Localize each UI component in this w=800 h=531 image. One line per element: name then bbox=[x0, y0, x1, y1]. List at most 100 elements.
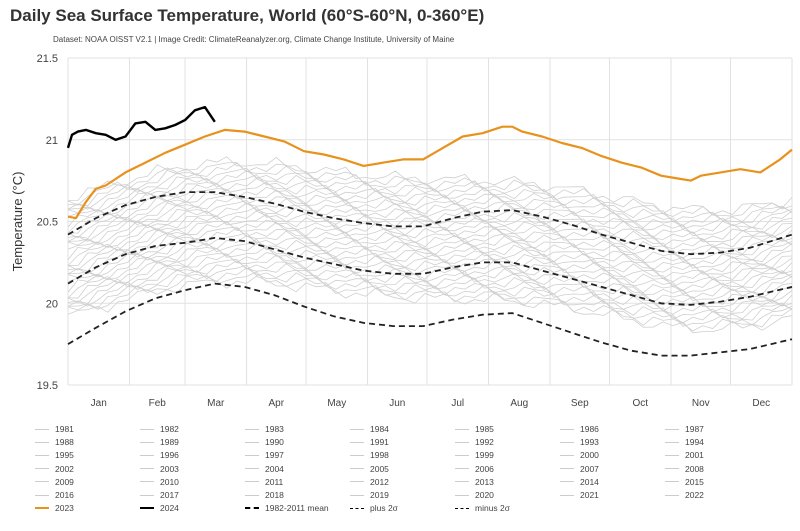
series-line-other-year bbox=[67, 186, 793, 243]
legend-item[interactable]: 1996 bbox=[140, 450, 179, 460]
legend-item[interactable]: 1985 bbox=[455, 424, 494, 434]
series-line-other-year bbox=[67, 267, 793, 327]
legend-item[interactable]: 1983 bbox=[245, 424, 284, 434]
legend-item[interactable]: 2024 bbox=[140, 503, 179, 513]
legend-item[interactable]: 2016 bbox=[35, 490, 74, 500]
legend-label: 2016 bbox=[55, 490, 74, 500]
series-line-plus-2- bbox=[67, 191, 793, 256]
legend-label: 1990 bbox=[265, 437, 284, 448]
series-line-other-year bbox=[67, 156, 793, 216]
legend-swatch bbox=[35, 494, 49, 496]
legend-item[interactable]: 2014 bbox=[560, 477, 599, 487]
legend-label: 2015 bbox=[685, 476, 704, 487]
legend-swatch bbox=[245, 441, 259, 443]
legend-item[interactable]: 2005 bbox=[350, 464, 389, 474]
legend-label: 1982 bbox=[160, 424, 179, 434]
x-tick-label: Oct bbox=[632, 398, 648, 409]
series-line-other-year bbox=[67, 213, 793, 274]
legend-item[interactable]: 1982-2011 mean bbox=[245, 503, 329, 513]
legend-item[interactable]: 1999 bbox=[455, 450, 494, 460]
legend-item[interactable]: 2022 bbox=[665, 490, 704, 500]
legend-item[interactable]: 2023 bbox=[35, 503, 74, 513]
legend-label: 1985 bbox=[475, 424, 494, 434]
legend-label: 2018 bbox=[265, 490, 284, 500]
legend-item[interactable]: 1984 bbox=[350, 424, 389, 434]
series-line-other-year bbox=[67, 243, 793, 301]
y-tick-label: 21 bbox=[46, 135, 58, 147]
legend-item[interactable]: 2019 bbox=[350, 490, 389, 500]
series-line-2023 bbox=[67, 125, 793, 220]
legend-label: 2011 bbox=[265, 476, 284, 487]
legend-item[interactable]: 2021 bbox=[560, 490, 599, 500]
legend-item[interactable]: 1981 bbox=[35, 424, 74, 434]
legend-swatch bbox=[140, 468, 154, 470]
legend-item[interactable]: 1993 bbox=[560, 437, 599, 447]
legend-item[interactable]: 1994 bbox=[665, 437, 704, 447]
legend-item[interactable]: 1982 bbox=[140, 424, 179, 434]
legend-swatch bbox=[245, 428, 259, 430]
legend-label: 2020 bbox=[475, 490, 494, 500]
legend-item[interactable]: 2020 bbox=[455, 490, 494, 500]
legend-label: 2021 bbox=[580, 490, 599, 500]
series-line-other-year bbox=[67, 178, 793, 237]
legend-item[interactable]: 1995 bbox=[35, 450, 74, 460]
legend-item[interactable]: 2001 bbox=[665, 450, 704, 460]
legend-item[interactable]: minus 2σ bbox=[455, 503, 510, 513]
legend-item[interactable]: 2017 bbox=[140, 490, 179, 500]
legend-item[interactable]: 2009 bbox=[35, 477, 74, 487]
series-line-other-year bbox=[67, 221, 793, 280]
legend-item[interactable]: 2010 bbox=[140, 477, 179, 487]
legend-item[interactable]: 1989 bbox=[140, 437, 179, 447]
legend-item[interactable]: 1997 bbox=[245, 450, 284, 460]
series-line-other-year bbox=[67, 252, 793, 308]
legend-item[interactable]: 2000 bbox=[560, 450, 599, 460]
legend-item[interactable]: 1987 bbox=[665, 424, 704, 434]
series-line-other-year bbox=[67, 275, 793, 334]
legend-item[interactable]: 2011 bbox=[245, 477, 283, 487]
x-tick-label: Jul bbox=[451, 398, 464, 409]
legend-label: 2012 bbox=[370, 476, 389, 487]
legend-item[interactable]: 2007 bbox=[560, 464, 599, 474]
legend-swatch bbox=[35, 507, 49, 510]
legend-label: 2007 bbox=[580, 463, 599, 474]
legend-label: 1996 bbox=[160, 450, 179, 461]
legend-swatch bbox=[350, 428, 364, 430]
legend-swatch bbox=[665, 428, 679, 430]
y-tick-label: 20 bbox=[46, 298, 58, 310]
legend-item[interactable]: 1991 bbox=[350, 437, 389, 447]
legend-swatch bbox=[245, 468, 259, 470]
legend-item[interactable]: 1990 bbox=[245, 437, 284, 447]
legend-label: 2009 bbox=[55, 476, 74, 487]
legend-item[interactable]: 2013 bbox=[455, 477, 494, 487]
legend-label: 1987 bbox=[685, 424, 704, 434]
legend-label: 2004 bbox=[265, 463, 284, 474]
legend-item[interactable]: 2003 bbox=[140, 464, 179, 474]
legend-item[interactable]: 2004 bbox=[245, 464, 284, 474]
legend-item[interactable]: 1986 bbox=[560, 424, 599, 434]
legend-item[interactable]: 2008 bbox=[665, 464, 704, 474]
legend-item[interactable]: 2002 bbox=[35, 464, 74, 474]
legend-item[interactable]: 2018 bbox=[245, 490, 284, 500]
chart-title: Daily Sea Surface Temperature, World (60… bbox=[10, 6, 485, 25]
legend-swatch bbox=[560, 468, 574, 470]
legend-swatch bbox=[245, 507, 259, 510]
legend-item[interactable]: plus 2σ bbox=[350, 503, 398, 513]
series-line-other-year bbox=[67, 238, 793, 299]
legend-item[interactable]: 1988 bbox=[35, 437, 74, 447]
legend-item[interactable]: 2012 bbox=[350, 477, 389, 487]
legend-label: 1984 bbox=[370, 424, 389, 434]
series-line-other-year bbox=[67, 227, 793, 288]
series-line-other-year bbox=[67, 181, 793, 241]
chart-subtitle: Dataset: NOAA OISST V2.1 | Image Credit:… bbox=[53, 35, 455, 44]
legend-swatch bbox=[140, 494, 154, 496]
legend-item[interactable]: 1998 bbox=[350, 450, 389, 460]
legend-label: 1995 bbox=[55, 450, 74, 461]
legend-item[interactable]: 2015 bbox=[665, 477, 704, 487]
legend-label: 1983 bbox=[265, 424, 284, 434]
legend-item[interactable]: 1992 bbox=[455, 437, 494, 447]
legend-label: 2013 bbox=[475, 476, 494, 487]
legend-item[interactable]: 2006 bbox=[455, 464, 494, 474]
legend-swatch bbox=[560, 428, 574, 430]
legend-swatch bbox=[455, 481, 469, 483]
legend-swatch bbox=[245, 454, 259, 456]
